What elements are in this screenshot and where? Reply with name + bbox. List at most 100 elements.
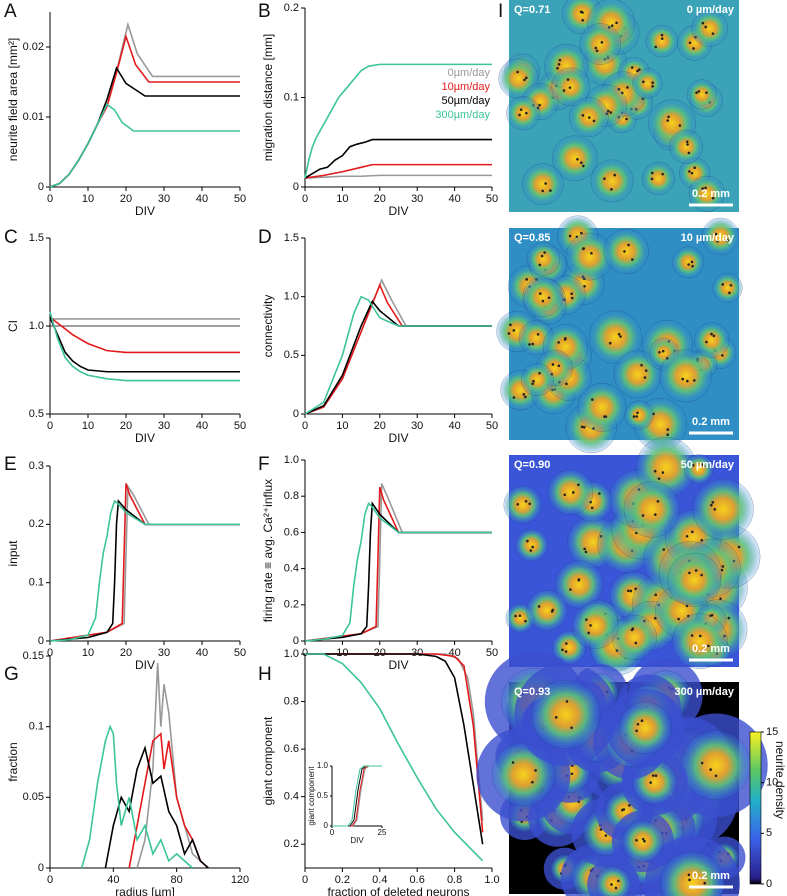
neuron bbox=[658, 350, 661, 354]
y-tick-label: 0 bbox=[293, 408, 299, 420]
neuron bbox=[619, 335, 622, 338]
neuron bbox=[547, 296, 551, 300]
y-tick-label: 0.15 bbox=[23, 650, 44, 662]
neuron bbox=[687, 873, 691, 877]
neuron bbox=[641, 837, 645, 841]
neuron bbox=[638, 68, 641, 71]
neuron bbox=[631, 627, 635, 630]
series-line bbox=[49, 311, 240, 382]
panel-letter: G bbox=[4, 664, 19, 685]
neuron bbox=[556, 66, 559, 70]
neurite-blob bbox=[660, 851, 725, 896]
y-tick-label: 0.8 bbox=[284, 490, 299, 502]
neuron bbox=[583, 285, 586, 288]
neuron bbox=[590, 251, 593, 255]
neurite-blob bbox=[588, 310, 643, 364]
neuron bbox=[678, 124, 682, 127]
colorbar-label: neurite density bbox=[773, 741, 787, 819]
neuron bbox=[649, 781, 652, 784]
y-tick-label: 0.6 bbox=[284, 743, 299, 755]
neuron bbox=[643, 839, 646, 843]
neuron bbox=[628, 804, 631, 807]
neuron bbox=[599, 828, 603, 831]
y-tick-label: 1.5 bbox=[29, 232, 44, 244]
x-tick-label: 40 bbox=[196, 647, 208, 659]
neuron bbox=[687, 151, 691, 155]
colorbar-tick-label: 0 bbox=[766, 878, 772, 890]
y-axis-label: migration distance [mm] bbox=[261, 34, 275, 161]
series-line bbox=[104, 745, 209, 869]
x-tick-label: 80 bbox=[171, 874, 183, 886]
y-tick-label: 0.1 bbox=[284, 91, 299, 103]
y-tick-label: 0.2 bbox=[284, 2, 299, 14]
neuron bbox=[692, 379, 696, 382]
neuron bbox=[627, 243, 630, 247]
neuron bbox=[587, 116, 591, 119]
neuron bbox=[524, 499, 528, 503]
neuron bbox=[630, 66, 634, 69]
neurite-blob bbox=[645, 24, 679, 58]
x-tick-label: 40 bbox=[107, 874, 119, 886]
x-tick-label: 30 bbox=[158, 420, 170, 432]
neuron bbox=[729, 283, 733, 287]
y-tick-label: 0 bbox=[293, 635, 299, 647]
neurite-blob bbox=[515, 528, 548, 562]
neuron bbox=[531, 545, 535, 549]
y-tick-label: 0.5 bbox=[29, 408, 44, 420]
x-tick-label: 30 bbox=[411, 420, 423, 432]
neuron bbox=[714, 232, 718, 236]
y-tick-label: 0.2 bbox=[29, 518, 44, 530]
neuron bbox=[709, 768, 712, 771]
x-axis-label: fraction of deleted neurons bbox=[327, 885, 469, 896]
q-label: Q=0.93 bbox=[514, 686, 550, 698]
neuron bbox=[566, 78, 570, 81]
neuron bbox=[582, 247, 585, 251]
neuron bbox=[581, 11, 584, 14]
y-tick-label: 1.5 bbox=[284, 232, 299, 244]
series-line bbox=[49, 499, 240, 642]
series-line bbox=[128, 732, 209, 869]
colorbar-tick-label: 5 bbox=[766, 827, 772, 839]
neuron bbox=[531, 382, 534, 386]
neurite-blob bbox=[684, 454, 714, 484]
neuron bbox=[536, 333, 540, 336]
neuron bbox=[651, 81, 654, 85]
neurite-blob bbox=[521, 163, 564, 206]
neuron bbox=[538, 371, 541, 375]
neuron bbox=[688, 170, 691, 173]
neuron bbox=[636, 722, 640, 726]
neuron bbox=[583, 547, 586, 551]
neurite-blob bbox=[692, 478, 754, 540]
neuron bbox=[688, 571, 691, 575]
speed-label: 50 µm/day bbox=[681, 459, 735, 471]
x-tick-label: 30 bbox=[411, 647, 423, 659]
neuron bbox=[705, 91, 708, 94]
neuron bbox=[580, 425, 584, 429]
x-tick-label: 0 bbox=[47, 420, 53, 432]
neuron bbox=[635, 729, 638, 733]
x-tick-label: 120 bbox=[231, 874, 249, 886]
neuron bbox=[737, 545, 741, 549]
neuron bbox=[571, 491, 575, 494]
neuron bbox=[635, 415, 639, 418]
speed-label: 300 µm/day bbox=[674, 686, 734, 698]
scale-label: 0.2 mm bbox=[692, 643, 730, 655]
neuron bbox=[563, 493, 567, 497]
neuron bbox=[657, 477, 661, 480]
y-axis-label: input bbox=[6, 540, 20, 567]
x-tick-label: 20 bbox=[374, 193, 386, 205]
neuron bbox=[550, 610, 554, 613]
neuron bbox=[726, 238, 729, 242]
neurite-blob bbox=[672, 613, 728, 669]
neuron bbox=[603, 177, 606, 181]
neuron bbox=[654, 774, 658, 777]
y-tick-label: 1.0 bbox=[317, 761, 329, 770]
neurite-blob bbox=[547, 469, 594, 515]
series-line bbox=[304, 486, 492, 642]
neurite-blob bbox=[522, 276, 563, 318]
neuron bbox=[582, 164, 585, 168]
neuron bbox=[697, 90, 701, 93]
neuron bbox=[694, 569, 698, 572]
neuron bbox=[704, 186, 707, 190]
x-axis-label: DIV bbox=[388, 658, 408, 672]
